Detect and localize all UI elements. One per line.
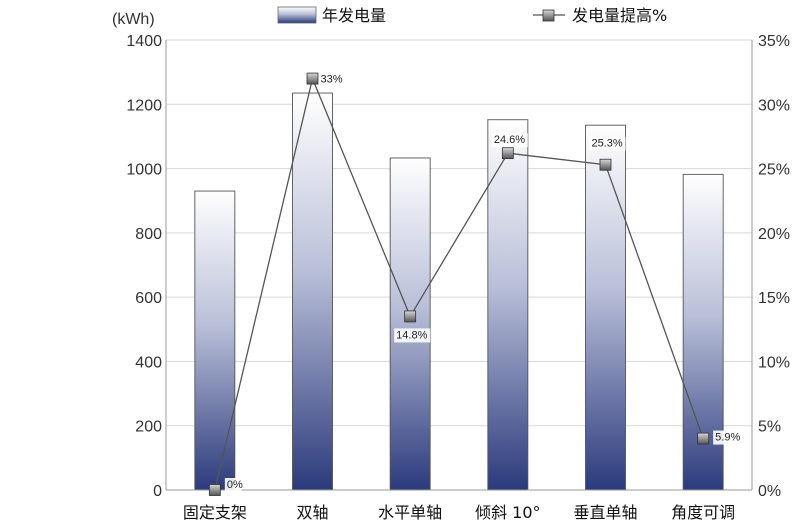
percent-marker [208, 484, 221, 496]
legend-bar-swatch [277, 6, 317, 24]
percent-data-label: 0% [227, 479, 243, 491]
percent-data-label: 33% [321, 74, 343, 86]
bars [194, 92, 724, 491]
y-tick-label: 1000 [126, 162, 162, 179]
percent-data-label: 14.8% [396, 329, 427, 341]
bar [389, 157, 431, 491]
percent-series-line [214, 76, 704, 491]
gridlines [166, 39, 752, 427]
right-axis-ticks: 0% 5% 10% 15% 20% 25% 30% 35% [758, 33, 790, 500]
bar [194, 190, 236, 491]
data-label-bg [491, 133, 528, 148]
x-category-label: 水平单轴 [378, 503, 442, 522]
category-labels: 固定支架 双轴 水平单轴 倾斜 10° 垂直单轴 角度可调 [183, 503, 735, 522]
y-axis-unit-label: (kWh) [112, 11, 155, 28]
x-category-label: 倾斜 10° [475, 503, 540, 522]
legend-bar-label: 年发电量 [322, 6, 386, 25]
percent-data-label: 5.9% [715, 432, 740, 444]
y2-tick-label: 30% [758, 97, 790, 114]
left-axis-ticks: 0 200 400 600 800 1000 1200 1400 [126, 33, 162, 500]
bar [585, 124, 626, 491]
y-tick-label: 200 [135, 419, 162, 436]
x-category-label: 固定支架 [183, 503, 247, 522]
y-tick-label: 800 [135, 226, 162, 243]
x-category-label: 双轴 [296, 503, 328, 522]
data-label-bg [318, 72, 342, 87]
bar [487, 119, 529, 491]
percent-data-label: 25.3% [592, 138, 623, 150]
x-category-label: 角度可调 [671, 503, 735, 522]
y2-tick-label: 35% [758, 33, 790, 50]
percent-data-label: 24.6% [494, 134, 525, 146]
y2-tick-label: 15% [758, 290, 790, 307]
percent-marker [306, 72, 319, 85]
y-tick-label: 1200 [126, 97, 162, 114]
y2-tick-label: 20% [758, 226, 790, 243]
data-label-bg [713, 430, 743, 445]
y-tick-label: 1400 [126, 33, 162, 50]
y2-tick-label: 10% [758, 354, 790, 371]
data-label-bg [394, 328, 431, 343]
axes [165, 40, 753, 491]
y-tick-label: 0 [153, 483, 162, 500]
percent-line: 0% 33% 14.8% 24.6% 25.3% 5.9% [208, 72, 743, 496]
y2-tick-label: 25% [758, 162, 790, 179]
y2-tick-label: 0% [758, 483, 781, 500]
y-tick-label: 600 [135, 290, 162, 307]
y2-tick-label: 5% [758, 419, 781, 436]
bar [292, 92, 333, 491]
y-tick-label: 400 [135, 354, 162, 371]
legend-line-marker [542, 9, 555, 22]
data-label-bg [224, 478, 242, 492]
legend-line-label: 发电量提高% [572, 6, 667, 25]
data-label-bg [589, 136, 626, 151]
percent-marker [599, 158, 612, 171]
legend: 年发电量 发电量提高% [277, 6, 667, 25]
percent-marker [697, 432, 710, 445]
percent-marker [501, 147, 514, 160]
x-category-label: 垂直单轴 [573, 503, 637, 522]
percent-marker [404, 310, 417, 323]
